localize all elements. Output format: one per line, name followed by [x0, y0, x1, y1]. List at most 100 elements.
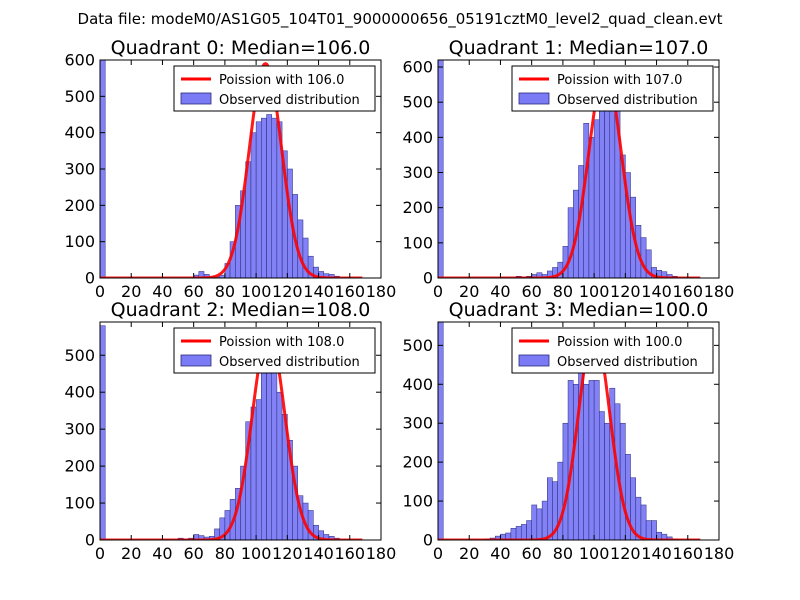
legend: Poission with 100.0 Observed distribution: [511, 327, 714, 374]
x-tick-label: 160: [335, 544, 366, 563]
histogram-bar: [541, 500, 548, 540]
panel-title: Quadrant 2: Median=108.0: [111, 299, 371, 321]
x-tick-label: 40: [490, 282, 510, 301]
legend-label-poisson: Poission with 107.0: [557, 73, 682, 88]
y-tick-label: 500: [402, 93, 433, 112]
y-tick-label: 100: [402, 233, 433, 252]
y-tick-label: 500: [64, 346, 95, 365]
legend-label-poisson: Poission with 108.0: [219, 335, 344, 350]
histogram-bar: [609, 98, 616, 278]
histogram-bar: [100, 325, 106, 540]
histogram-bar: [271, 117, 278, 278]
x-tick-label: 100: [579, 544, 610, 563]
x-tick-label: 0: [433, 544, 443, 563]
histogram-bar: [599, 105, 605, 278]
legend-label-observed: Observed distribution: [219, 93, 360, 108]
x-tick-label: 180: [366, 282, 397, 301]
histogram-bar: [557, 461, 564, 540]
histogram-bar: [604, 422, 611, 540]
y-tick-label: 100: [64, 494, 95, 513]
y-tick-label: 200: [64, 457, 95, 476]
histogram-bar: [640, 237, 647, 278]
y-tick-label: 500: [402, 336, 433, 355]
histogram-bar: [562, 422, 569, 540]
y-tick-label: 200: [64, 196, 95, 215]
legend-label-observed: Observed distribution: [557, 93, 698, 108]
x-tick-label: 140: [641, 544, 672, 563]
x-tick-label: 40: [152, 282, 172, 301]
x-tick-label: 60: [183, 282, 203, 301]
y-tick-label: 400: [64, 383, 95, 402]
x-tick-label: 20: [459, 282, 479, 301]
y-tick-label: 300: [402, 414, 433, 433]
x-tick-label: 100: [241, 282, 272, 301]
histogram-bar: [276, 391, 283, 540]
x-tick-label: 140: [303, 544, 334, 563]
histogram-bar: [438, 322, 444, 540]
y-tick-label: 300: [64, 420, 95, 439]
axes-frame: [437, 321, 720, 541]
x-tick-label: 180: [704, 544, 735, 563]
y-tick-label: 0: [85, 269, 95, 288]
histogram-bar: [593, 380, 600, 540]
x-tick-label: 160: [335, 282, 366, 301]
y-tick-label: 300: [64, 160, 95, 179]
y-tick-label: 300: [402, 163, 433, 182]
panel-quadrant-2: 0 20 40 60 80 100 120 140 160 1800100200300400500…: [64, 299, 396, 563]
x-tick-label: 100: [241, 544, 272, 563]
y-tick-label: 0: [423, 531, 433, 550]
histogram-bar: [536, 508, 543, 540]
histogram-bar: [588, 380, 595, 540]
panel-title: Quadrant 3: Median=100.0: [449, 299, 709, 321]
y-tick-label: 400: [402, 128, 433, 147]
histogram-bar: [438, 60, 444, 278]
x-tick-label: 20: [459, 544, 479, 563]
x-tick-label: 0: [433, 282, 443, 301]
y-tick-label: 100: [402, 492, 433, 511]
panel-title: Quadrant 0: Median=106.0: [111, 37, 371, 59]
panel-title: Quadrant 1: Median=107.0: [449, 37, 709, 59]
x-tick-label: 100: [579, 282, 610, 301]
histogram-bar: [604, 98, 611, 278]
panel-quadrant-3: 0 20 40 60 80 100 120 140 160 1800100200300400500…: [402, 299, 734, 563]
x-tick-label: 120: [610, 282, 641, 301]
legend-bar-swatch: [518, 354, 550, 367]
legend-label-poisson: Poission with 106.0: [219, 73, 344, 88]
histogram-bar: [619, 422, 626, 540]
histogram-bar: [640, 504, 647, 540]
y-tick-label: 400: [402, 375, 433, 394]
x-tick-label: 0: [95, 544, 105, 563]
histogram-bar: [651, 520, 657, 540]
histogram-bar: [255, 399, 262, 540]
histogram-bar: [266, 347, 273, 540]
histogram-bar: [567, 207, 574, 278]
y-tick-label: 0: [423, 269, 433, 288]
x-tick-label: 40: [152, 544, 172, 563]
histogram-bar: [526, 520, 532, 540]
histogram-bar: [510, 528, 517, 540]
y-tick-label: 0: [85, 531, 95, 550]
histogram-bar: [645, 520, 652, 540]
histogram-bar: [547, 477, 553, 540]
axes-frame: [99, 321, 382, 541]
x-tick-label: 180: [366, 544, 397, 563]
histogram-bar: [588, 137, 595, 278]
legend-label-observed: Observed distribution: [219, 355, 360, 370]
y-tick-label: 500: [64, 87, 95, 106]
x-tick-label: 80: [553, 544, 573, 563]
histogram-bar: [583, 384, 590, 540]
legend: Poission with 106.0 Observed distribution: [173, 65, 376, 112]
histogram-bars: [438, 322, 678, 540]
x-tick-label: 120: [610, 544, 641, 563]
axes-frame: [437, 59, 720, 279]
x-tick-label: 0: [95, 282, 105, 301]
legend-label-poisson: Poission with 100.0: [557, 335, 682, 350]
histogram-bar: [266, 114, 273, 278]
histogram-bar: [531, 504, 538, 540]
legend: Poission with 107.0 Observed distribution: [511, 65, 714, 112]
x-tick-label: 140: [641, 282, 672, 301]
histogram-bar: [250, 132, 257, 278]
x-tick-label: 140: [303, 282, 334, 301]
